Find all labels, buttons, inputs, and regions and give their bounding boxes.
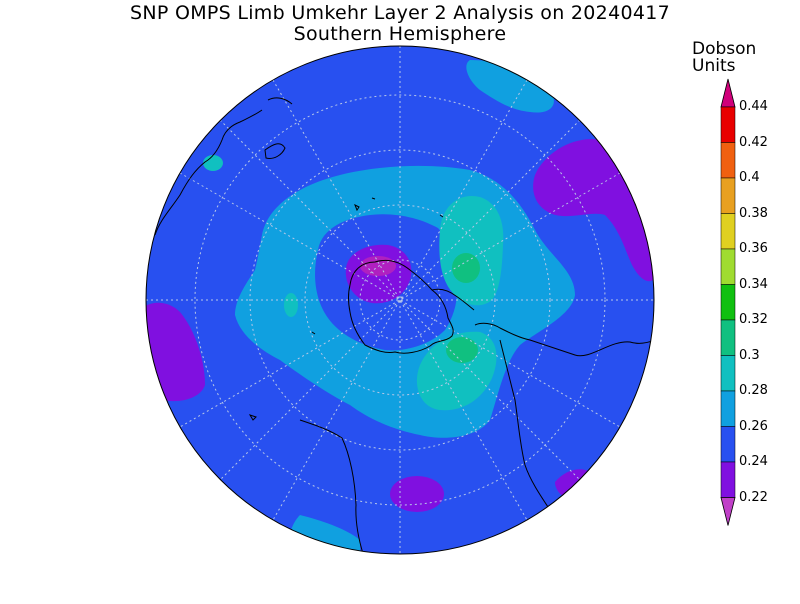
field-0.30-patch-b (446, 337, 478, 363)
map-subtitle: Southern Hemisphere (293, 23, 507, 45)
colorbar-tick-label: 0.22 (739, 489, 768, 505)
map-title: SNP OMPS Limb Umkehr Layer 2 Analysis on… (129, 2, 671, 24)
colorbar-segment (720, 319, 736, 356)
graticule (146, 46, 654, 554)
colorbar-tick-label: 0.44 (739, 99, 768, 114)
map-border (145, 45, 655, 555)
colorbar-segment (720, 426, 736, 463)
colorbar-tick-label: 0.4 (739, 170, 760, 185)
field-0.22-south (390, 476, 444, 512)
coast-africa (299, 419, 366, 554)
coast-antarctic-peninsula (431, 288, 475, 311)
colorbar-tick-label: 0.3 (739, 347, 760, 363)
colorbar-segment (720, 106, 736, 143)
colorbar-segment (720, 461, 736, 498)
field-0.30-patch-a (452, 253, 480, 283)
colorbar-segment (720, 142, 736, 179)
colorbar-segment (720, 248, 736, 285)
field-0.28-small (284, 293, 298, 317)
colorbar-underflow-triangle (720, 497, 736, 526)
colorbar-segment (720, 177, 736, 214)
colorbar-tick-label: 0.26 (739, 418, 768, 434)
title-block: SNP OMPS Limb Umkehr Layer 2 Analysis on… (0, 2, 800, 45)
coast-australia (154, 109, 263, 236)
coast-south-america (474, 322, 654, 511)
map-disc (146, 46, 654, 554)
colorbar-tick-label: 0.36 (739, 241, 768, 256)
coast-islands (248, 197, 444, 421)
units-line-2: Units (692, 56, 736, 76)
colorbar-tick-label: 0.24 (739, 454, 768, 469)
colorbar-segment (720, 355, 736, 392)
colorbar-tick-label: 0.42 (739, 134, 768, 150)
colorbar-segment (720, 390, 736, 427)
field-0.22-southeast (555, 469, 590, 500)
colorbar-segment (720, 284, 736, 321)
colorbar-tick-label: 0.34 (739, 276, 768, 292)
colorbar-segment (720, 213, 736, 250)
colorbar-tick-label: 0.32 (739, 312, 768, 327)
units-line-1: Dobson (692, 39, 757, 59)
colorbar-tick-label: 0.28 (739, 383, 768, 398)
coastlines (154, 97, 654, 554)
coast-new-zealand (264, 97, 293, 159)
colorbar (720, 78, 736, 526)
field-0.26-nz (203, 155, 223, 171)
field-0.26-north (466, 60, 554, 113)
units-label: Dobson Units (692, 41, 756, 75)
colorbar-overflow-triangle (720, 78, 736, 108)
colorbar-tick-label: 0.38 (739, 205, 768, 221)
coast-antarctica (348, 259, 454, 354)
